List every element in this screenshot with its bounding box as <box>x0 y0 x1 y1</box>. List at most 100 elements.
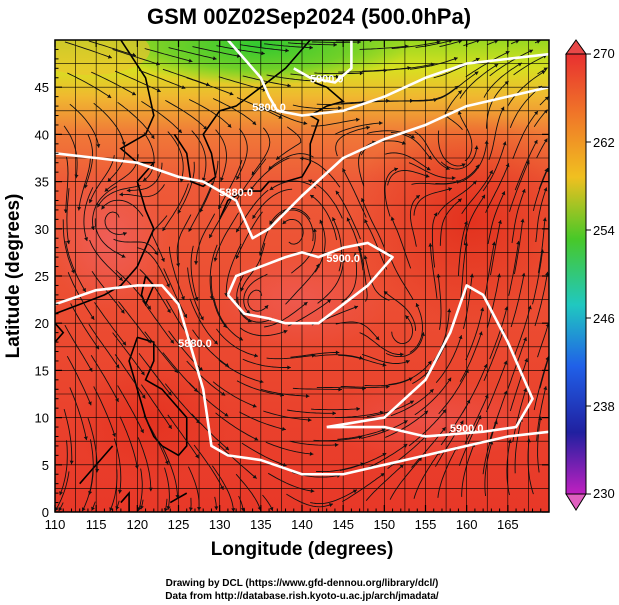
streamline <box>187 267 204 321</box>
streamline-arrowhead <box>213 340 218 345</box>
streamline <box>211 465 235 512</box>
streamline-arrowhead <box>543 138 548 143</box>
streamline <box>195 213 216 265</box>
streamline-arrowhead <box>246 309 251 314</box>
streamline <box>59 440 68 496</box>
streamline <box>290 352 340 358</box>
streamline-arrowhead <box>104 187 109 192</box>
y-tick-label: 30 <box>35 222 49 237</box>
streamline <box>112 48 160 66</box>
colorbar-top-arrow <box>565 39 587 55</box>
streamline-arrowhead <box>121 254 126 258</box>
coastline <box>218 81 345 220</box>
streamline <box>216 45 265 55</box>
height-contour <box>226 241 394 325</box>
streamline-arrowhead <box>227 123 232 128</box>
streamline <box>164 383 201 424</box>
streamline-arrowhead <box>308 179 313 184</box>
streamline <box>191 130 207 182</box>
streamline-arrowhead <box>191 340 196 345</box>
streamline <box>335 126 371 157</box>
colorbar-label: 238 <box>593 399 615 414</box>
streamline <box>444 90 463 130</box>
streamline-arrowhead <box>239 336 243 341</box>
streamline <box>537 323 549 358</box>
streamline <box>507 70 546 107</box>
streamline-arrowhead <box>335 74 340 79</box>
streamline <box>236 380 285 396</box>
streamline-arrowhead <box>332 217 336 222</box>
streamline-arrowhead <box>236 228 240 233</box>
streamline-arrowhead <box>95 345 99 350</box>
streamline <box>236 128 248 180</box>
streamline <box>489 49 534 77</box>
streamline-arrowhead <box>276 155 281 160</box>
streamline-arrowhead <box>181 85 186 90</box>
streamline-arrowhead <box>269 186 274 190</box>
streamline-arrowhead <box>188 58 193 63</box>
streamline <box>63 125 78 179</box>
streamline <box>234 158 267 203</box>
streamline-arrowhead <box>287 365 291 370</box>
streamline-arrowhead <box>458 335 463 340</box>
streamline <box>65 241 87 293</box>
streamline-arrowhead <box>194 296 199 301</box>
streamline-arrowhead <box>489 440 494 445</box>
streamline-arrowhead <box>82 287 86 292</box>
streamline <box>151 215 168 262</box>
streamline-arrowhead <box>148 487 153 492</box>
streamline-arrowhead <box>364 219 368 224</box>
streamline-arrowhead <box>475 57 480 62</box>
height-contour <box>226 40 549 117</box>
streamline-arrowhead <box>166 506 171 510</box>
streamline <box>299 157 341 188</box>
streamline-arrowhead <box>352 489 357 494</box>
streamline <box>508 240 520 296</box>
streamline-arrowhead <box>464 242 469 246</box>
streamline <box>342 472 385 502</box>
streamline-arrowhead <box>545 323 549 327</box>
streamline-arrowhead <box>503 390 508 395</box>
streamline <box>482 141 506 192</box>
streamline-arrowhead <box>526 438 531 443</box>
streamline-arrowhead <box>168 424 172 429</box>
streamline-arrowhead <box>250 186 255 191</box>
streamline <box>316 386 366 389</box>
streamline <box>437 130 466 167</box>
streamline-arrowhead <box>154 251 158 256</box>
streamline <box>90 355 119 403</box>
credit-line-1: Drawing by DCL (https://www.gfd-dennou.o… <box>166 578 439 589</box>
streamline-arrowhead <box>484 394 489 399</box>
streamline <box>533 356 549 411</box>
streamline-arrowhead <box>382 362 387 367</box>
streamline <box>113 438 122 494</box>
streamline-arrowhead <box>307 417 312 423</box>
streamline-arrowhead <box>424 410 428 415</box>
streamline <box>513 218 524 275</box>
streamline <box>117 101 155 140</box>
streamline-arrowhead <box>366 125 370 130</box>
streamline-arrowhead <box>524 358 529 363</box>
streamline <box>387 170 430 186</box>
streamline <box>533 109 548 128</box>
streamline-arrowhead <box>203 125 207 130</box>
colorbar-label: 254 <box>593 223 615 238</box>
streamline-arrowhead <box>427 360 432 365</box>
streamline-arrowhead <box>332 411 336 416</box>
streamline-arrowhead <box>170 339 174 344</box>
streamline <box>186 360 226 396</box>
streamline-arrowhead <box>480 307 485 312</box>
streamline-arrowhead <box>543 187 548 192</box>
x-tick-label: 155 <box>415 517 437 532</box>
streamline <box>292 104 342 109</box>
streamline-arrowhead <box>269 220 274 225</box>
colorbar-label: 246 <box>593 311 615 326</box>
streamline-arrowhead <box>137 507 142 511</box>
y-axis-label: Latitude (degrees) <box>3 194 24 359</box>
streamline-arrowhead <box>379 121 383 126</box>
streamline <box>162 183 189 232</box>
streamline <box>177 161 195 214</box>
streamline-arrowhead <box>162 227 167 231</box>
streamline <box>218 76 267 91</box>
streamline-arrowhead <box>354 305 358 310</box>
